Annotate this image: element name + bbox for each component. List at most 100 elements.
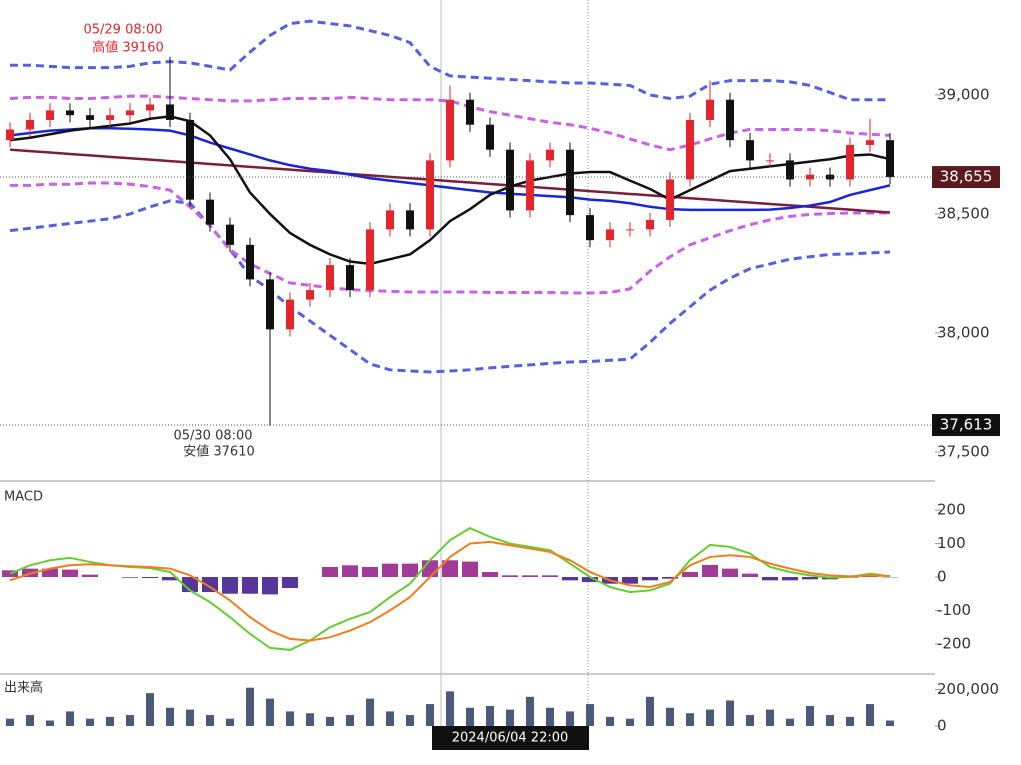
candle-body <box>106 115 114 120</box>
volume-bar <box>286 711 294 726</box>
macd-histogram-bar <box>562 577 578 580</box>
volume-bar <box>6 719 14 726</box>
volume-bar <box>386 711 394 726</box>
candle-body <box>86 115 94 120</box>
high-note-text: 高値 39160 <box>92 40 164 56</box>
volume-bar <box>746 715 754 726</box>
macd-histogram-bar <box>642 577 658 580</box>
candle-body <box>646 220 654 230</box>
volume-bar <box>166 708 174 726</box>
volume-bar <box>526 697 534 726</box>
macd-histogram-bar <box>142 577 158 578</box>
macd-histogram-bar <box>422 560 438 577</box>
macd-histogram-bar <box>122 577 138 578</box>
volume-bar <box>786 719 794 726</box>
macd-histogram-bar <box>782 577 798 580</box>
y-tick-label: 0 <box>937 717 947 735</box>
volume-bar <box>266 699 274 726</box>
volume-bar <box>86 719 94 726</box>
macd-histogram-bar <box>682 572 698 577</box>
y-tick-label: -100 <box>937 601 971 619</box>
volume-bar <box>66 711 74 726</box>
candle-body <box>6 129 14 140</box>
volume-bar <box>886 721 894 726</box>
volume-bar <box>426 704 434 726</box>
candle-body <box>526 160 534 210</box>
volume-bar <box>506 710 514 726</box>
y-tick-label: 100 <box>937 534 966 552</box>
candle-body <box>886 140 894 177</box>
macd-histogram-bar <box>722 569 738 577</box>
macd-histogram-bar <box>542 575 558 577</box>
macd-histogram-bar <box>522 575 538 577</box>
candle-body <box>826 175 834 180</box>
macd-histogram-bar <box>362 567 378 577</box>
y-tick-label: -200 <box>937 634 971 652</box>
candle-body <box>66 110 74 115</box>
macd-histogram-bar <box>622 577 638 584</box>
y-tick-label: 38,000 <box>937 323 990 341</box>
candle-body <box>506 150 514 211</box>
macd-histogram-bar <box>502 575 518 577</box>
candle-body <box>206 200 214 225</box>
macd-histogram-bar <box>462 562 478 577</box>
volume-bar <box>826 715 834 726</box>
candle-body <box>286 300 294 330</box>
volume-bar <box>186 710 194 726</box>
y-tick-label: 200,000 <box>937 680 999 698</box>
macd-histogram-bar <box>702 565 718 577</box>
low-note-text: 安値 37610 <box>183 444 255 460</box>
volume-bar <box>346 715 354 726</box>
price-label: 38,655 <box>940 168 993 186</box>
candle-body <box>846 145 854 180</box>
candle-body <box>706 100 714 120</box>
macd-histogram-bar <box>482 572 498 577</box>
candle-body <box>406 210 414 229</box>
volume-bar <box>466 708 474 726</box>
y-tick-label: 37,500 <box>937 442 990 460</box>
volume-bar <box>126 715 134 726</box>
candle-body <box>686 120 694 179</box>
candle-body <box>726 100 734 140</box>
panel-title: 出来高 <box>4 680 43 696</box>
macd-histogram-bar <box>402 564 418 577</box>
volume-bar <box>326 717 334 726</box>
volume-bar <box>46 721 54 726</box>
macd-histogram-bar <box>322 567 338 577</box>
y-tick-label: 39,000 <box>937 85 990 103</box>
volume-bar <box>606 717 614 726</box>
candle-body <box>226 225 234 245</box>
candle-body <box>626 229 634 230</box>
high-note-time: 05/29 08:00 <box>83 23 162 38</box>
volume-bar <box>306 713 314 726</box>
volume-bar <box>866 704 874 726</box>
macd-histogram-bar <box>222 577 238 594</box>
candle-body <box>186 120 194 200</box>
volume-bar <box>666 708 674 726</box>
macd-histogram-bar <box>82 575 98 577</box>
volume-bar <box>366 699 374 726</box>
volume-bar <box>246 688 254 726</box>
volume-bar <box>686 713 694 726</box>
candle-body <box>346 265 354 290</box>
macd-histogram-bar <box>762 577 778 580</box>
volume-bar <box>486 706 494 726</box>
cursor-time: 2024/06/04 22:00 <box>452 731 569 746</box>
volume-bar <box>586 704 594 726</box>
candle-body <box>46 110 54 120</box>
candle-body <box>546 150 554 161</box>
candle-body <box>606 229 614 240</box>
candle-body <box>146 104 154 110</box>
volume-bar <box>146 693 154 726</box>
candle-body <box>126 110 134 115</box>
macd-histogram-bar <box>742 574 758 577</box>
volume-bar <box>646 697 654 726</box>
volume-bar <box>106 717 114 726</box>
candle-body <box>586 215 594 240</box>
panel-title: MACD <box>4 490 43 505</box>
volume-bar <box>806 706 814 726</box>
price-label: 37,613 <box>940 416 993 434</box>
candle-body <box>466 100 474 125</box>
macd-histogram-bar <box>342 565 358 577</box>
